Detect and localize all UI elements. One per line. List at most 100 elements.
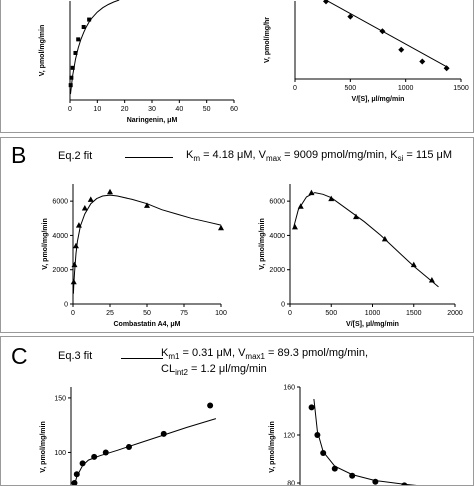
x-tick-label: 25 [106,310,114,317]
x-tick-label: 500 [344,85,356,92]
data-point [69,76,73,80]
fit-params-c-line2: CLint2 = 1.2 μl/mg/min [161,363,267,377]
x-tick-label: 100 [215,310,227,317]
y-tick-label: 80 [287,481,295,486]
y-tick-label: 100 [54,450,66,457]
y-tick-label: 0 [64,302,68,309]
chart-c2: 80 120 160 V, pmol/mg/min [238,377,474,486]
y-tick-label: 160 [283,385,295,392]
data-point [419,58,425,64]
data-point [73,51,77,55]
km-text-c: = 0.31 μM, V [179,347,245,359]
x-tick-label: 1500 [453,85,469,92]
data-point [73,243,79,249]
y-tick-label: 6000 [269,199,285,206]
data-point [71,262,77,268]
fit-curve [71,0,120,94]
data-point [82,25,86,29]
data-point [444,65,450,71]
x-tick-label: 0 [293,85,297,92]
y-tick-label: 4000 [269,233,285,240]
y-tick-label: 2000 [52,267,68,274]
x-tick-label: 2000 [447,310,463,317]
chart-b1: 0 25 50 75 100 0 2000 4000 6000 Combastatin A4, μ… [1,174,241,333]
data-point [69,83,73,87]
data-point [107,189,113,195]
data-point [218,225,224,231]
y-tick-label: 150 [54,395,66,402]
x-tick-label: 75 [180,310,188,317]
y-tick-label: 6000 [52,199,68,206]
fit-params-b: Km = 4.18 μM, Vmax = 9009 pmol/mg/min, K… [186,149,452,163]
y-axis-label: V, pmol/mg/min [39,25,46,76]
vmax-sub-b: max [266,154,281,163]
data-point [379,28,385,34]
data-point [126,444,132,450]
fit-legend-line-b [125,157,173,158]
x-tick-label: 0 [71,310,75,317]
cl-text-c: = 1.2 μl/mg/min [188,363,267,375]
x-tick-label: 10 [93,106,101,113]
x-axis-label: Naringenin, μM [127,117,178,124]
panel-c: C Eq.3 fit Km1 = 0.31 μM, Vmax1 = 89.3 p… [0,336,474,486]
fit-curve [314,399,428,486]
km-text-b: = 4.18 μM, V [200,149,266,161]
data-point [74,471,80,477]
x-tick-label: 30 [148,106,156,113]
fit-legend-line-c [121,358,163,359]
data-point [88,196,94,202]
y-axis-label: V, pmol/mg/min [269,421,276,472]
ksi-text-b: = 115 μM [403,149,452,161]
fit-params-c-line1: Km1 = 0.31 μM, Vmax1 = 89.3 pmol/mg/min, [161,347,368,361]
x-tick-label: 1500 [406,310,422,317]
data-point [401,482,407,486]
data-point [298,203,304,208]
km-sub-b: m [193,154,200,163]
data-point [323,0,329,4]
x-tick-label: 20 [121,106,129,113]
data-point [71,66,75,70]
fit-name-b: Eq.2 fit [58,150,92,162]
data-point [398,47,404,53]
panel-b: B Eq.2 fit Km = 4.18 μM, Vmax = 9009 pmo… [0,137,474,333]
y-tick-label: 2000 [269,267,285,274]
data-point [71,480,77,486]
y-axis-label: V, pmol/mg/min [259,218,266,269]
data-point [332,466,338,472]
x-tick-label: 50 [143,310,151,317]
y-tick-label: 120 [283,433,295,440]
x-tick-label: 1000 [398,85,414,92]
data-point [82,205,88,211]
data-point [314,432,320,438]
data-point [103,449,109,455]
x-axis-label: Combastatin A4, μM [113,321,180,328]
km-sub-c: m1 [168,352,179,361]
data-point [309,404,315,410]
data-point [161,431,167,437]
fit-curve [293,193,438,287]
x-tick-label: 500 [325,310,337,317]
fit-curve [72,419,216,486]
x-tick-label: 60 [230,106,238,113]
data-point [76,37,80,41]
chart-b2: 0 500 1000 1500 2000 0 2000 4000 6000 V/[S], μl/m… [238,174,474,333]
data-point [87,18,91,22]
x-axis-label: V/[S], μl/mg/min [346,321,399,328]
data-point [372,479,378,485]
cl-sub-c: int2 [175,368,188,377]
vmax-text-b: = 9009 pmol/mg/min, K [281,149,397,161]
x-tick-label: 0 [288,310,292,317]
x-tick-label: 1000 [365,310,381,317]
vmax-text-c: = 89.3 pmol/mg/min, [265,347,368,359]
y-tick-label: 4000 [52,233,68,240]
cl-label-c: CL [161,363,175,375]
y-tick-label: 0 [281,302,285,309]
data-point [308,190,314,196]
fit-name-c: Eq.3 fit [58,350,92,362]
x-tick-label: 0 [68,106,72,113]
x-tick-label: 50 [203,106,211,113]
